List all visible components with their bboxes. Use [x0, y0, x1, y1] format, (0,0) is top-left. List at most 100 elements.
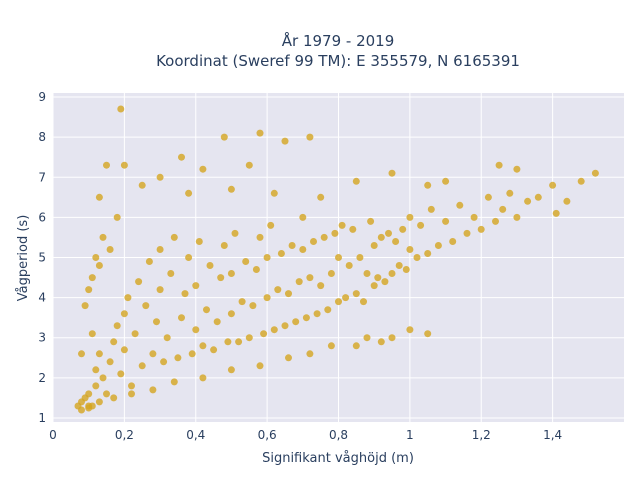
scatter-point: [238, 298, 246, 306]
scatter-point: [352, 177, 360, 185]
y-tick-label: 3: [38, 331, 46, 345]
scatter-point: [456, 201, 464, 209]
scatter-point: [192, 326, 200, 334]
scatter-point: [381, 278, 389, 286]
scatter-point: [99, 374, 107, 382]
scatter-point: [95, 398, 103, 406]
scatter-point: [252, 266, 260, 273]
scatter-point: [388, 169, 396, 177]
scatter-point: [256, 129, 264, 137]
scatter-point: [285, 290, 292, 298]
scatter-point: [477, 225, 485, 233]
scatter-point: [367, 217, 375, 225]
scatter-point: [260, 330, 268, 338]
scatter-point: [374, 274, 382, 282]
scatter-point: [281, 322, 289, 330]
scatter-point: [120, 346, 128, 354]
scatter-point: [185, 254, 193, 261]
scatter-point: [245, 161, 253, 169]
scatter-point: [331, 229, 339, 237]
scatter-point: [320, 233, 328, 241]
scatter-point: [363, 334, 371, 342]
scatter-point: [363, 270, 371, 277]
scatter-point: [424, 250, 432, 257]
x-tick-label: 0: [49, 428, 57, 442]
scatter-point: [110, 338, 118, 346]
scatter-point: [95, 193, 103, 201]
scatter-point: [274, 286, 282, 294]
scatter-point: [128, 390, 135, 398]
scatter-point: [113, 322, 121, 330]
scatter-point: [402, 266, 410, 273]
scatter-point: [399, 225, 407, 233]
scatter-point: [235, 338, 243, 346]
scatter-point: [377, 338, 385, 346]
scatter-point: [299, 246, 307, 253]
scatter-point: [178, 314, 185, 322]
scatter-point: [85, 286, 93, 294]
scatter-point: [256, 233, 264, 241]
scatter-point: [213, 318, 221, 326]
scatter-point: [449, 238, 457, 245]
scatter-point: [442, 177, 450, 185]
scatter-point: [292, 318, 300, 326]
scatter-point: [185, 189, 193, 197]
y-tick-label: 5: [38, 251, 46, 265]
scatter-point: [170, 378, 178, 386]
scatter-point: [220, 133, 228, 141]
y-tick-label: 4: [38, 291, 46, 305]
scatter-point: [156, 246, 164, 253]
scatter-point: [281, 137, 289, 145]
scatter-point: [377, 233, 385, 241]
scatter-point: [267, 221, 275, 229]
scatter-point: [499, 205, 507, 213]
scatter-point: [434, 242, 442, 249]
scatter-point: [195, 238, 203, 245]
scatter-points: [74, 105, 599, 414]
scatter-point: [199, 165, 207, 173]
scatter-point: [270, 326, 278, 334]
scatter-point: [563, 197, 571, 205]
scatter-point: [120, 161, 128, 169]
scatter-point: [306, 350, 314, 358]
scatter-point: [203, 306, 210, 314]
scatter-point: [302, 314, 310, 322]
scatter-point: [277, 250, 285, 257]
scatter-point: [413, 254, 421, 261]
scatter-point: [327, 342, 335, 350]
scatter-point: [495, 161, 503, 169]
scatter-point: [220, 242, 228, 249]
scatter-point: [99, 233, 107, 241]
scatter-point: [385, 229, 392, 237]
scatter-point: [335, 254, 342, 261]
scatter-point: [310, 238, 317, 245]
scatter-point: [356, 254, 364, 261]
scatter-point: [199, 374, 207, 382]
scatter-point: [360, 298, 367, 306]
scatter-point: [342, 294, 350, 302]
scatter-point: [95, 262, 103, 269]
scatter-point: [299, 213, 307, 221]
scatter-point: [591, 169, 599, 177]
scatter-point: [552, 209, 560, 217]
x-axis-ticks: 0 0,2 0,4 0,6 0,8 1 1,2 1,4: [49, 428, 562, 442]
scatter-point: [470, 213, 478, 221]
scatter-point: [442, 217, 450, 225]
scatter-point: [388, 270, 396, 277]
scatter-point: [349, 225, 357, 233]
scatter-point: [406, 213, 414, 221]
scatter-point: [128, 382, 135, 390]
scatter-point: [135, 278, 143, 286]
y-tick-label: 7: [38, 170, 46, 184]
scatter-point: [110, 394, 118, 402]
scatter-point: [249, 302, 257, 310]
scatter-point: [217, 274, 225, 282]
scatter-point: [549, 181, 557, 189]
scatter-point: [106, 358, 114, 366]
scatter-point: [324, 306, 332, 314]
scatter-point: [81, 302, 89, 310]
scatter-point: [170, 233, 178, 241]
scatter-point: [406, 246, 414, 253]
y-tick-label: 9: [38, 90, 46, 104]
